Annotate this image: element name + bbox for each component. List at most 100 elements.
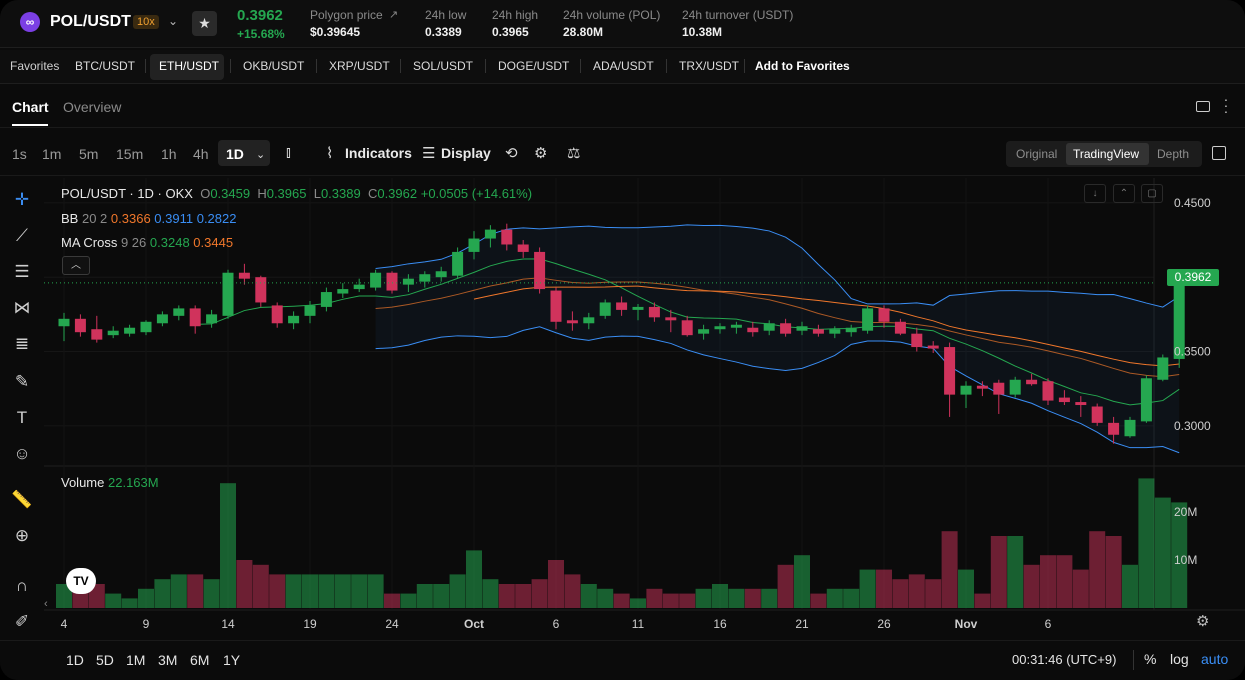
- time-axis-label: 16: [713, 617, 727, 631]
- pair-name[interactable]: POL/USDT: [50, 13, 131, 30]
- scroll-down-icon[interactable]: ↓: [1084, 184, 1106, 203]
- chevron-left-icon[interactable]: ‹: [44, 598, 48, 610]
- crosshair-icon[interactable]: ✛: [14, 190, 30, 209]
- collapse-icon[interactable]: ⌃: [1113, 184, 1135, 203]
- indicators-button[interactable]: Indicators: [345, 145, 412, 161]
- ruler-icon[interactable]: 📏: [11, 490, 33, 509]
- chevron-down-icon[interactable]: ⌄: [256, 149, 266, 161]
- candle-body: [747, 327, 759, 333]
- view-depth[interactable]: Depth: [1157, 147, 1190, 161]
- timeframe-1s[interactable]: 1s: [12, 146, 27, 162]
- scale-icon[interactable]: ⚖: [567, 145, 581, 162]
- clock-timezone[interactable]: 00:31:46 (UTC+9): [1012, 652, 1117, 667]
- candle-body: [1091, 406, 1103, 423]
- text-icon[interactable]: T: [16, 408, 28, 427]
- price-chart[interactable]: 0.4500 0.3500 0.3000 20M 10M 4 9 14 19 24 Oct 6 11 16…: [44, 178, 1245, 638]
- range-1d[interactable]: 1D: [66, 652, 84, 668]
- candle-body: [714, 326, 726, 330]
- time-axis-label: 4: [61, 617, 68, 631]
- ma-fast-value: 0.3248: [149, 235, 190, 250]
- bb-legend[interactable]: BB 20 2 0.3366 0.3911 0.2822: [61, 211, 236, 226]
- tab-chart[interactable]: Chart: [12, 99, 49, 115]
- candle-body: [616, 302, 628, 310]
- tab-overview[interactable]: Overview: [63, 99, 122, 115]
- volume-bar: [170, 574, 187, 608]
- display-button[interactable]: Display: [441, 145, 491, 161]
- candle-body: [173, 308, 185, 316]
- trendline-icon[interactable]: ⟋: [16, 226, 28, 245]
- volume-bar: [548, 560, 564, 608]
- magnet-icon[interactable]: ∩: [15, 576, 29, 595]
- candle-body: [911, 333, 923, 348]
- timeframe-4h[interactable]: 4h: [193, 146, 209, 162]
- view-tradingview[interactable]: TradingView: [1073, 147, 1140, 161]
- chart-toolbar: 1s 1m 5m 15m 1h 4h 1D ⌄ ⫾ ⌇ Indicators ☰…: [0, 130, 1245, 176]
- maximize-pane-icon[interactable]: ▢: [1141, 184, 1163, 203]
- replay-icon[interactable]: ⟲: [505, 145, 518, 162]
- gear-icon[interactable]: ⚙: [534, 145, 548, 162]
- volume-bar: [826, 588, 843, 608]
- favorite-item[interactable]: TRX/USDT: [679, 59, 739, 73]
- window-icon[interactable]: [1196, 101, 1210, 112]
- zoom-in-icon[interactable]: ⊕: [14, 526, 30, 545]
- ma-legend[interactable]: MA Cross 9 26 0.3248 0.3445: [61, 235, 233, 250]
- brush-icon[interactable]: ✎: [14, 372, 30, 391]
- legend-o-label: O: [196, 186, 211, 201]
- lock-drawing-icon[interactable]: ✐: [14, 612, 30, 631]
- timeframe-1m[interactable]: 1m: [42, 146, 62, 162]
- chart-area[interactable]: 0.4500 0.3500 0.3000 20M 10M 4 9 14 19 24 Oct 6 11 16…: [44, 178, 1245, 638]
- range-1y[interactable]: 1Y: [223, 652, 241, 668]
- tradingview-logo-icon[interactable]: TV: [66, 568, 96, 594]
- candle-type-icon[interactable]: ⫾: [286, 144, 291, 161]
- view-original[interactable]: Original: [1016, 147, 1058, 161]
- candle-body: [206, 314, 218, 324]
- favorite-item[interactable]: DOGE/USDT: [498, 59, 570, 73]
- timeframe-1h[interactable]: 1h: [161, 146, 177, 162]
- favorite-item[interactable]: BTC/USDT: [75, 59, 135, 73]
- favorite-star-button[interactable]: ★: [192, 11, 217, 36]
- favorite-item[interactable]: ETH/USDT: [159, 59, 219, 73]
- range-5d[interactable]: 5D: [96, 652, 114, 668]
- favorite-item[interactable]: XRP/USDT: [329, 59, 390, 73]
- percent-toggle[interactable]: %: [1144, 651, 1157, 667]
- fib-icon[interactable]: ≣: [14, 334, 30, 353]
- fullscreen-icon[interactable]: [1212, 146, 1226, 160]
- volume-bar: [154, 579, 171, 608]
- chevron-down-icon[interactable]: ⌄: [168, 14, 179, 28]
- timeframe-5m[interactable]: 5m: [79, 146, 99, 162]
- favorite-item[interactable]: OKB/USDT: [243, 59, 305, 73]
- volume-bar: [433, 584, 450, 608]
- candle-body: [320, 292, 332, 307]
- add-to-favorites-button[interactable]: Add to Favorites: [755, 59, 850, 73]
- time-axis-label: 9: [143, 617, 150, 631]
- chart-settings-icon[interactable]: ⚙: [1196, 613, 1210, 630]
- legend-collapse-button[interactable]: ︿: [62, 256, 90, 275]
- candle-body: [222, 272, 234, 316]
- emoji-icon[interactable]: ☺: [13, 444, 31, 463]
- timeframe-15m[interactable]: 15m: [116, 146, 144, 162]
- pattern-icon[interactable]: ⋈: [13, 298, 31, 317]
- stat-polygon-price[interactable]: Polygon price $0.39645: [310, 8, 383, 39]
- price-axis-label: 0.3000: [1174, 419, 1211, 433]
- volume-legend[interactable]: Volume 22.163M: [61, 475, 159, 490]
- log-toggle[interactable]: log: [1170, 651, 1189, 667]
- range-6m[interactable]: 6M: [190, 652, 210, 668]
- volume-bar: [466, 550, 482, 608]
- timeframe-1d[interactable]: 1D: [226, 146, 244, 162]
- volume-bar: [1089, 531, 1106, 608]
- range-3m[interactable]: 3M: [158, 652, 178, 668]
- legend-title: POL/USDT · 1D · OKX: [61, 186, 193, 201]
- auto-toggle[interactable]: auto: [1201, 651, 1229, 667]
- more-vertical-icon[interactable]: · · ·: [1223, 91, 1229, 119]
- favorite-item[interactable]: ADA/USDT: [593, 59, 654, 73]
- horizontal-lines-icon[interactable]: ☰: [14, 262, 30, 281]
- external-link-icon[interactable]: ↗: [389, 9, 399, 21]
- bottom-bar: 1D 5D 1M 3M 6M 1Y 00:31:46 (UTC+9) % log…: [0, 640, 1245, 680]
- bb-label: BB: [61, 211, 79, 226]
- candle-body: [681, 320, 693, 336]
- display-icon: ☰: [422, 145, 436, 162]
- range-1m[interactable]: 1M: [126, 652, 146, 668]
- ticker-header: ∞ POL/USDT 10x ⌄ ★ 0.3962 +15.68% Polygo…: [0, 0, 1245, 48]
- favorite-item[interactable]: SOL/USDT: [413, 59, 474, 73]
- volume-bar: [302, 574, 318, 608]
